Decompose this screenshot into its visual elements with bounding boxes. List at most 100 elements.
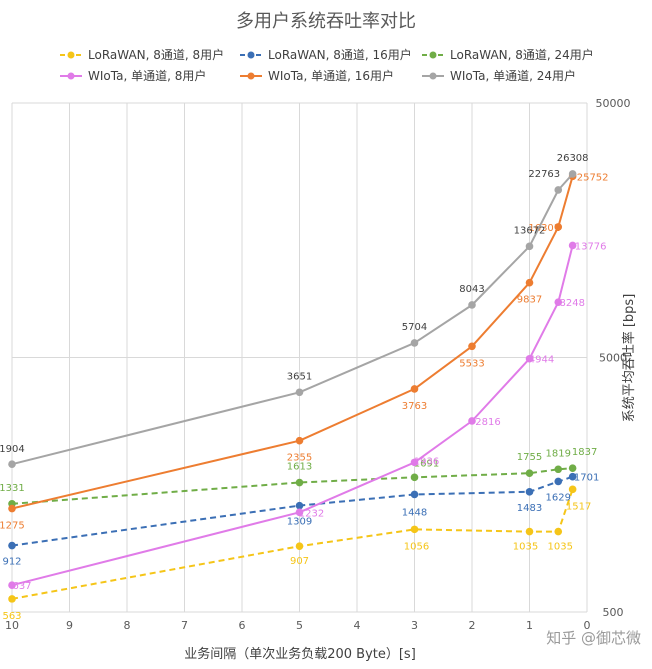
legend-label-3: LoRaWAN, 8通道, 24用户 xyxy=(450,47,594,62)
data-point-4-5 xyxy=(525,354,534,363)
y-axis-ticks: 500 5000 50000 xyxy=(596,97,631,619)
data-label-1-6: 1517 xyxy=(566,501,591,512)
data-label-2-1: 912 xyxy=(2,557,21,568)
series-layer: 563 907 1056 1035 1035 1517 912 1309 1448 1483 162… xyxy=(0,153,609,622)
data-point-6-2 xyxy=(295,388,304,397)
legend: LoRaWAN, 8通道, 8用户 LoRaWAN, 8通道, 16用户 LoRaW… xyxy=(60,47,594,83)
data-label-3-1: 1331 xyxy=(0,483,25,494)
data-point-1-5 xyxy=(554,527,563,536)
data-label-4-1: 637 xyxy=(12,581,31,592)
y-tick-label-5000: 5000 xyxy=(599,352,627,365)
data-label-2-3: 1448 xyxy=(402,507,427,518)
data-point-5-3 xyxy=(410,385,419,393)
x-tick-label-5: 5 xyxy=(296,619,303,632)
data-point-6-6 xyxy=(554,186,563,194)
data-point-1-1 xyxy=(8,595,16,603)
x-tick-label-2: 2 xyxy=(469,619,476,632)
data-label-4-6: 8248 xyxy=(560,298,585,309)
data-point-5-6 xyxy=(554,223,563,231)
data-label-3-3: 1691 xyxy=(414,458,439,469)
data-label-2-4: 1483 xyxy=(517,503,542,514)
legend-swatch-marker-5 xyxy=(247,72,255,80)
legend-swatch-marker-3 xyxy=(429,51,437,59)
data-label-6-1: 1904 xyxy=(0,444,25,455)
data-point-2-6 xyxy=(568,472,577,481)
data-point-4-7 xyxy=(568,241,577,250)
legend-item-6: WIoTa, 单通道, 24用户 xyxy=(422,68,576,83)
y-axis-title: 系统平均吞吐率 [bps] xyxy=(621,294,637,423)
x-tick-label-6: 6 xyxy=(239,619,246,632)
x-tick-label-0: 0 xyxy=(584,619,591,632)
data-point-3-4 xyxy=(525,469,534,478)
data-label-5-3: 3763 xyxy=(402,401,427,412)
data-point-2-2 xyxy=(295,501,304,510)
data-label-3-4: 1755 xyxy=(517,452,542,463)
legend-item-2: LoRaWAN, 8通道, 16用户 xyxy=(240,47,412,62)
data-point-4-2 xyxy=(295,508,304,517)
data-label-5-2: 2355 xyxy=(287,453,312,464)
data-label-6-2: 3651 xyxy=(287,371,312,382)
legend-swatch-marker-1 xyxy=(67,51,75,59)
x-tick-label-3: 3 xyxy=(411,619,418,632)
data-point-5-2 xyxy=(295,436,304,445)
y-tick-label-500: 500 xyxy=(603,606,624,619)
legend-label-4: WIoTa, 单通道, 8用户 xyxy=(88,68,206,83)
x-tick-label-9: 9 xyxy=(66,619,73,632)
legend-item-3: LoRaWAN, 8通道, 24用户 xyxy=(422,47,594,62)
x-tick-label-4: 4 xyxy=(354,619,361,632)
data-point-5-4 xyxy=(468,342,476,351)
data-label-5-1: 1275 xyxy=(0,521,25,532)
data-point-1-6 xyxy=(568,485,577,494)
data-point-5-5 xyxy=(525,278,534,287)
data-label-6-7: 26308 xyxy=(557,153,589,164)
data-point-3-3 xyxy=(410,473,419,482)
data-label-5-5: 9837 xyxy=(517,295,542,306)
series-3: 1331 1613 1691 1755 1819 1837 xyxy=(0,447,597,508)
data-label-4-4: 2816 xyxy=(475,417,500,428)
data-point-6-5 xyxy=(525,242,534,251)
legend-item-4: WIoTa, 单通道, 8用户 xyxy=(60,68,206,83)
data-point-2-5 xyxy=(554,477,563,486)
y-tick-label-50000: 50000 xyxy=(596,97,631,110)
series-line-2 xyxy=(11,475,573,547)
legend-swatch-marker-2 xyxy=(247,51,255,59)
data-point-6-1 xyxy=(8,460,16,469)
data-point-5-1 xyxy=(8,504,16,513)
data-label-6-6: 22763 xyxy=(528,169,560,180)
data-point-3-2 xyxy=(295,478,304,487)
data-label-2-5: 1629 xyxy=(546,492,571,503)
data-label-5-6: 16301 xyxy=(528,223,560,234)
data-label-6-3: 5704 xyxy=(402,322,427,333)
legend-item-5: WIoTa, 单通道, 16用户 xyxy=(240,68,394,83)
data-label-4-7: 13776 xyxy=(575,241,607,252)
x-tick-label-1: 1 xyxy=(526,619,533,632)
legend-swatch-marker-4 xyxy=(67,72,75,80)
legend-label-5: WIoTa, 单通道, 16用户 xyxy=(268,68,394,83)
x-tick-label-10: 10 xyxy=(5,619,19,632)
data-point-2-3 xyxy=(410,490,419,499)
data-label-1-1: 563 xyxy=(2,611,21,622)
legend-swatch-marker-6 xyxy=(429,72,437,80)
data-point-6-7 xyxy=(568,170,577,178)
x-tick-label-7: 7 xyxy=(181,619,188,632)
data-label-1-4: 1035 xyxy=(513,542,538,553)
legend-label-1: LoRaWAN, 8通道, 8用户 xyxy=(88,47,224,62)
data-point-2-1 xyxy=(8,541,16,550)
data-point-4-3 xyxy=(410,458,419,467)
legend-label-2: LoRaWAN, 8通道, 16用户 xyxy=(268,47,412,62)
data-point-4-4 xyxy=(468,417,476,425)
data-point-6-4 xyxy=(468,301,476,309)
data-label-6-5: 13672 xyxy=(514,225,546,236)
series-1: 563 907 1056 1035 1035 1517 xyxy=(2,485,591,622)
data-label-1-5: 1035 xyxy=(548,542,573,553)
data-label-5-4: 5533 xyxy=(459,358,484,369)
data-label-2-6: 1701 xyxy=(574,473,599,484)
grid xyxy=(11,102,588,613)
data-label-5-7: 25752 xyxy=(577,172,609,183)
data-point-6-3 xyxy=(410,339,419,347)
data-point-1-3 xyxy=(410,525,419,534)
legend-item-1: LoRaWAN, 8通道, 8用户 xyxy=(60,47,224,62)
